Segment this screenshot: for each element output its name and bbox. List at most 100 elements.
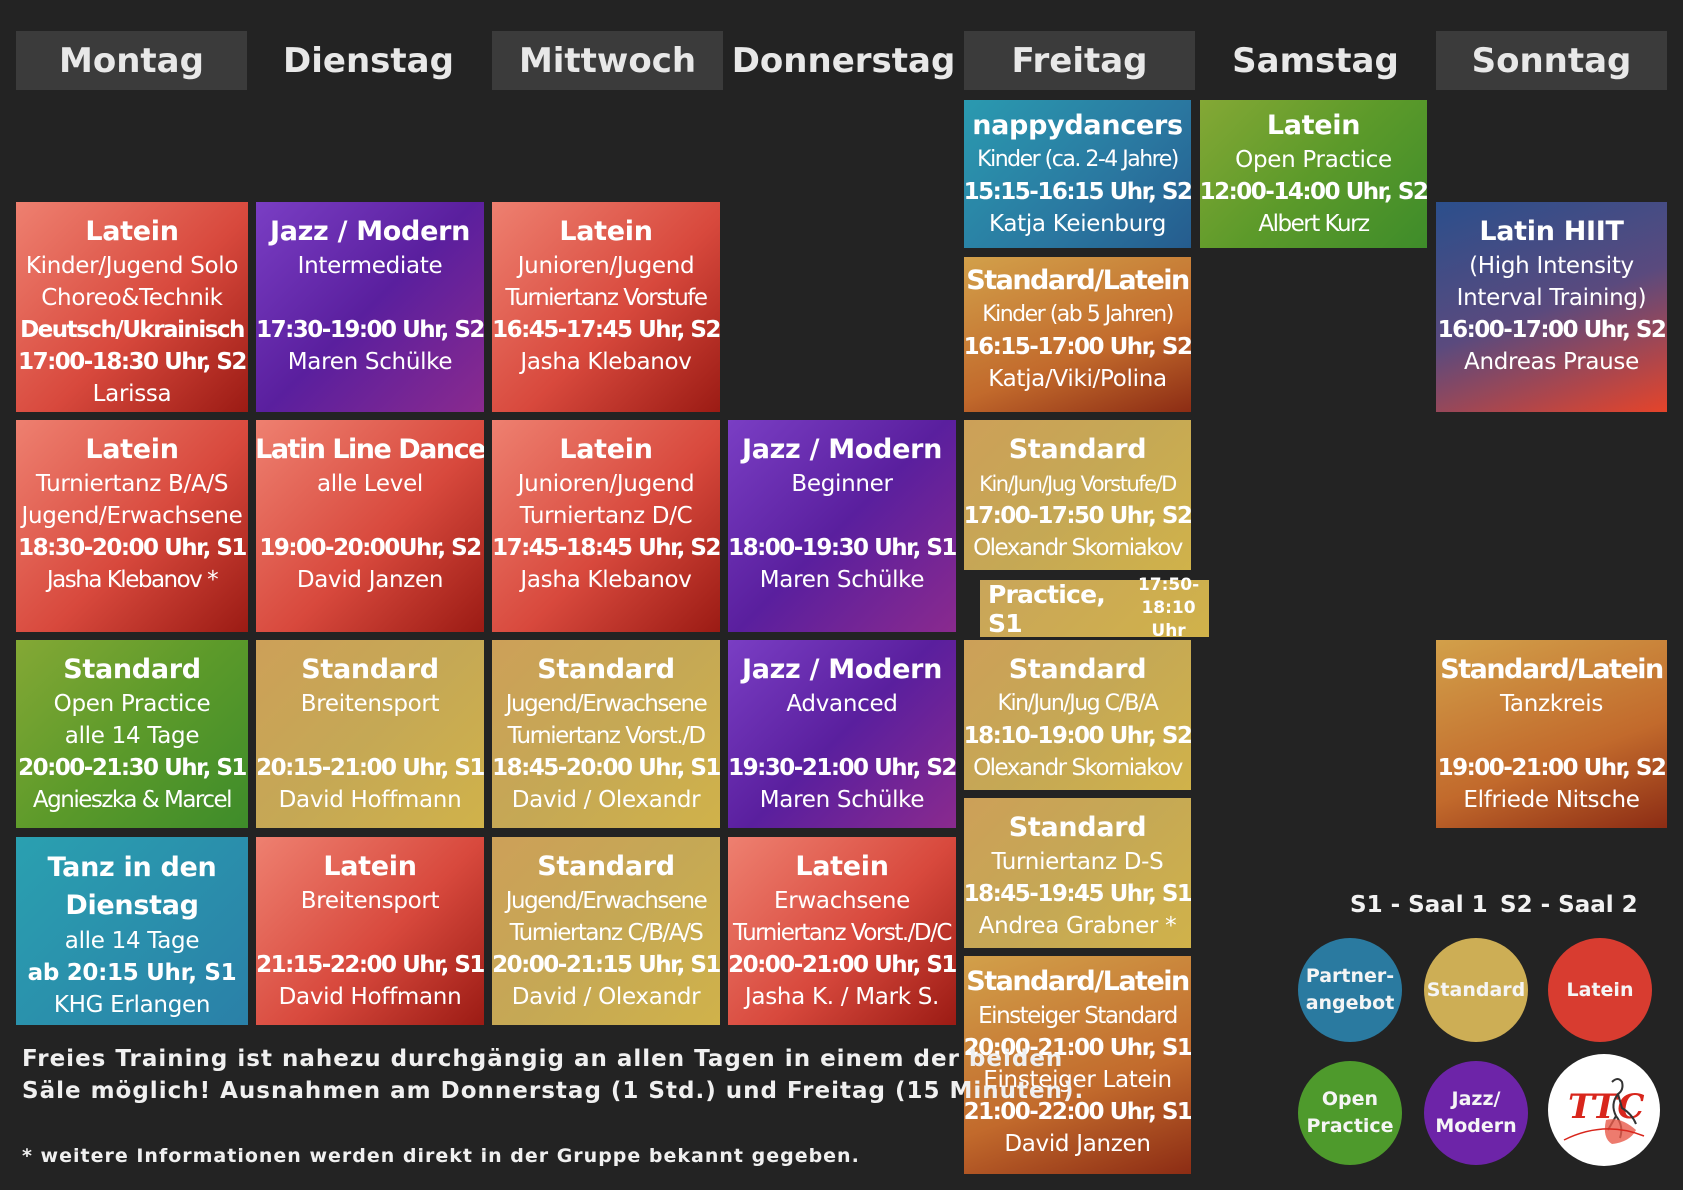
class-card[interactable]: Standard Open Practice alle 14 Tage 20:0… <box>16 640 248 828</box>
free-training-line: Säle möglich! Ausnahmen am Donnerstag (1… <box>22 1078 1085 1104</box>
class-time: 18:10-19:00 Uhr, S2 <box>964 723 1191 749</box>
legend-jazz-bubble: Jazz/Modern <box>1424 1061 1528 1165</box>
class-line: Open Practice <box>53 691 211 717</box>
class-trainer: Maren Schülke <box>759 787 925 813</box>
class-time: 16:45-17:45 Uhr, S2 <box>492 317 720 343</box>
class-line: Einsteiger Latein <box>983 1067 1172 1093</box>
class-card[interactable]: nappydancers Kinder (ca. 2-4 Jahre) 15:1… <box>964 100 1191 248</box>
class-trainer: Jasha Klebanov <box>520 567 692 593</box>
class-title: Latin Line Dance <box>256 434 484 465</box>
class-title: Latein <box>85 216 179 247</box>
class-trainer: David Hoffmann <box>278 787 462 813</box>
class-trainer: Olexandr Skorniakov <box>973 755 1183 781</box>
class-trainer: Jasha Klebanov * <box>46 567 219 593</box>
class-title: Tanz in den <box>47 852 217 883</box>
class-card[interactable]: Tanz in den Dienstag alle 14 Tage ab 20:… <box>16 837 248 1025</box>
class-title: Jazz / Modern <box>269 216 471 247</box>
class-card[interactable]: Latein Junioren/Jugend Turniertanz Vorst… <box>492 202 720 412</box>
legend-label: Practice <box>1306 1115 1394 1137</box>
day-header-mittwoch: Mittwoch <box>492 31 723 90</box>
class-line: Deutsch/Ukrainisch <box>20 317 245 343</box>
day-header-freitag: Freitag <box>964 31 1195 90</box>
legend-label: angebot <box>1305 992 1395 1014</box>
class-trainer: Andrea Grabner * <box>978 913 1177 939</box>
class-time: 21:15-22:00 Uhr, S1 <box>256 952 484 978</box>
class-card[interactable]: Standard Kin/Jun/Jug C/B/A 18:10-19:00 U… <box>964 640 1191 790</box>
class-card[interactable]: Latein Breitensport 21:15-22:00 Uhr, S1 … <box>256 837 484 1025</box>
class-card[interactable]: Latein Junioren/Jugend Turniertanz D/C 1… <box>492 420 720 632</box>
day-header-donnerstag: Donnerstag <box>731 40 956 81</box>
class-title: Standard/Latein <box>966 966 1190 997</box>
legend-label: Open <box>1321 1088 1379 1110</box>
class-trainer: Agnieszka & Marcel <box>32 787 233 813</box>
class-card[interactable]: Jazz / Modern Intermediate 17:30-19:00 U… <box>256 202 484 412</box>
class-trainer: Maren Schülke <box>759 567 925 593</box>
class-time: 20:00-21:15 Uhr, S1 <box>492 952 720 978</box>
class-card[interactable]: Standard/Latein Tanzkreis 19:00-21:00 Uh… <box>1436 640 1667 828</box>
practice-slot[interactable]: Practice, S1 17:50- 18:10 Uhr <box>980 575 1209 641</box>
legend-label: Standard <box>1426 978 1526 1001</box>
practice-time-end: 18:10 Uhr <box>1141 598 1196 641</box>
class-line: Choreo&Technik <box>41 285 223 311</box>
class-card[interactable]: Standard Turniertanz D-S 18:45-19:45 Uhr… <box>964 798 1191 948</box>
class-line: Open Practice <box>1235 147 1392 173</box>
class-title: Standard <box>1008 434 1147 465</box>
class-line: Junioren/Jugend <box>517 253 695 279</box>
class-line: Intermediate <box>297 253 443 279</box>
class-trainer: Katja Keienburg <box>988 211 1167 237</box>
class-time: 20:15-21:00 Uhr, S1 <box>256 755 484 781</box>
class-time: 19:00-20:00Uhr, S2 <box>259 535 482 561</box>
class-card[interactable]: Jazz / Modern Beginner 18:00-19:30 Uhr, … <box>728 420 956 632</box>
class-time: 15:15-16:15 Uhr, S2 <box>964 179 1191 205</box>
class-trainer: Elfriede Nitsche <box>1463 787 1640 813</box>
practice-time: 17:50- 18:10 Uhr <box>1128 574 1209 643</box>
class-line: Advanced <box>786 691 898 717</box>
class-trainer: Albert Kurz <box>1258 211 1370 237</box>
class-time: 17:00-18:30 Uhr, S2 <box>18 349 247 375</box>
legend-s2: S2 - Saal 2 <box>1500 892 1638 918</box>
class-card[interactable]: Latein Kinder/Jugend Solo Choreo&Technik… <box>16 202 248 412</box>
practice-time-start: 17:50- <box>1137 575 1200 595</box>
class-card[interactable]: Standard Kin/Jun/Jug Vorstufe/D 17:00-17… <box>964 420 1191 570</box>
day-header-dienstag: Dienstag <box>283 40 454 81</box>
class-card[interactable]: Latin HIIT (High Intensity Interval Trai… <box>1436 202 1667 412</box>
class-line: Breitensport <box>300 691 440 717</box>
class-time: 19:30-21:00 Uhr, S2 <box>728 755 956 781</box>
class-title: Standard/Latein <box>1440 654 1664 685</box>
class-card[interactable]: Latein Erwachsene Turniertanz Vorst./D/C… <box>728 837 956 1025</box>
class-line: (High Intensity <box>1469 253 1634 279</box>
class-time: ab 20:15 Uhr, S1 <box>27 960 237 986</box>
class-card[interactable]: Standard Breitensport 20:15-21:00 Uhr, S… <box>256 640 484 828</box>
class-card[interactable]: Standard Jugend/Erwachsene Turniertanz V… <box>492 640 720 828</box>
class-card[interactable]: Standard/Latein Kinder (ab 5 Jahren) 16:… <box>964 257 1191 412</box>
class-trainer: Jasha K. / Mark S. <box>744 984 940 1010</box>
class-line: alle 14 Tage <box>64 723 200 749</box>
class-card[interactable]: Standard Jugend/Erwachsene Turniertanz C… <box>492 837 720 1025</box>
class-title: Dienstag <box>65 890 199 921</box>
class-trainer: Maren Schülke <box>287 349 453 375</box>
class-card[interactable]: Latein Open Practice 12:00-14:00 Uhr, S2… <box>1200 100 1427 248</box>
class-card[interactable]: Jazz / Modern Advanced 19:30-21:00 Uhr, … <box>728 640 956 828</box>
class-trainer: KHG Erlangen <box>53 992 211 1018</box>
class-trainer: Andreas Prause <box>1464 349 1639 375</box>
class-card[interactable]: Standard/Latein Einsteiger Standard 20:0… <box>964 956 1191 1174</box>
class-card[interactable]: Latin Line Dance alle Level 19:00-20:00U… <box>256 420 484 632</box>
class-time: 18:00-19:30 Uhr, S1 <box>728 535 956 561</box>
class-trainer: David Janzen <box>1004 1131 1151 1157</box>
class-line: Turniertanz Vorst./D/C <box>733 920 952 946</box>
class-title: Standard/Latein <box>966 265 1190 296</box>
day-header-sonntag: Sonntag <box>1436 31 1667 90</box>
class-line: Erwachsene <box>774 888 910 914</box>
day-header-samstag: Samstag <box>1232 40 1399 81</box>
class-line: Kinder (ca. 2-4 Jahre) <box>977 147 1179 172</box>
class-title: Jazz / Modern <box>741 434 943 465</box>
day-header-montag: Montag <box>16 31 247 90</box>
practice-label: Practice, S1 <box>988 579 1106 638</box>
class-line: Junioren/Jugend <box>517 471 695 497</box>
class-title: Latein <box>559 216 653 247</box>
free-training-line: Freies Training ist nahezu durchgängig a… <box>22 1046 1064 1072</box>
class-card[interactable]: Latein Turniertanz B/A/S Jugend/Erwachse… <box>16 420 248 632</box>
class-line: Jugend/Erwachsene <box>21 503 243 529</box>
class-time: 18:45-20:00 Uhr, S1 <box>492 755 720 781</box>
class-time: 17:00-17:50 Uhr, S2 <box>964 503 1191 529</box>
